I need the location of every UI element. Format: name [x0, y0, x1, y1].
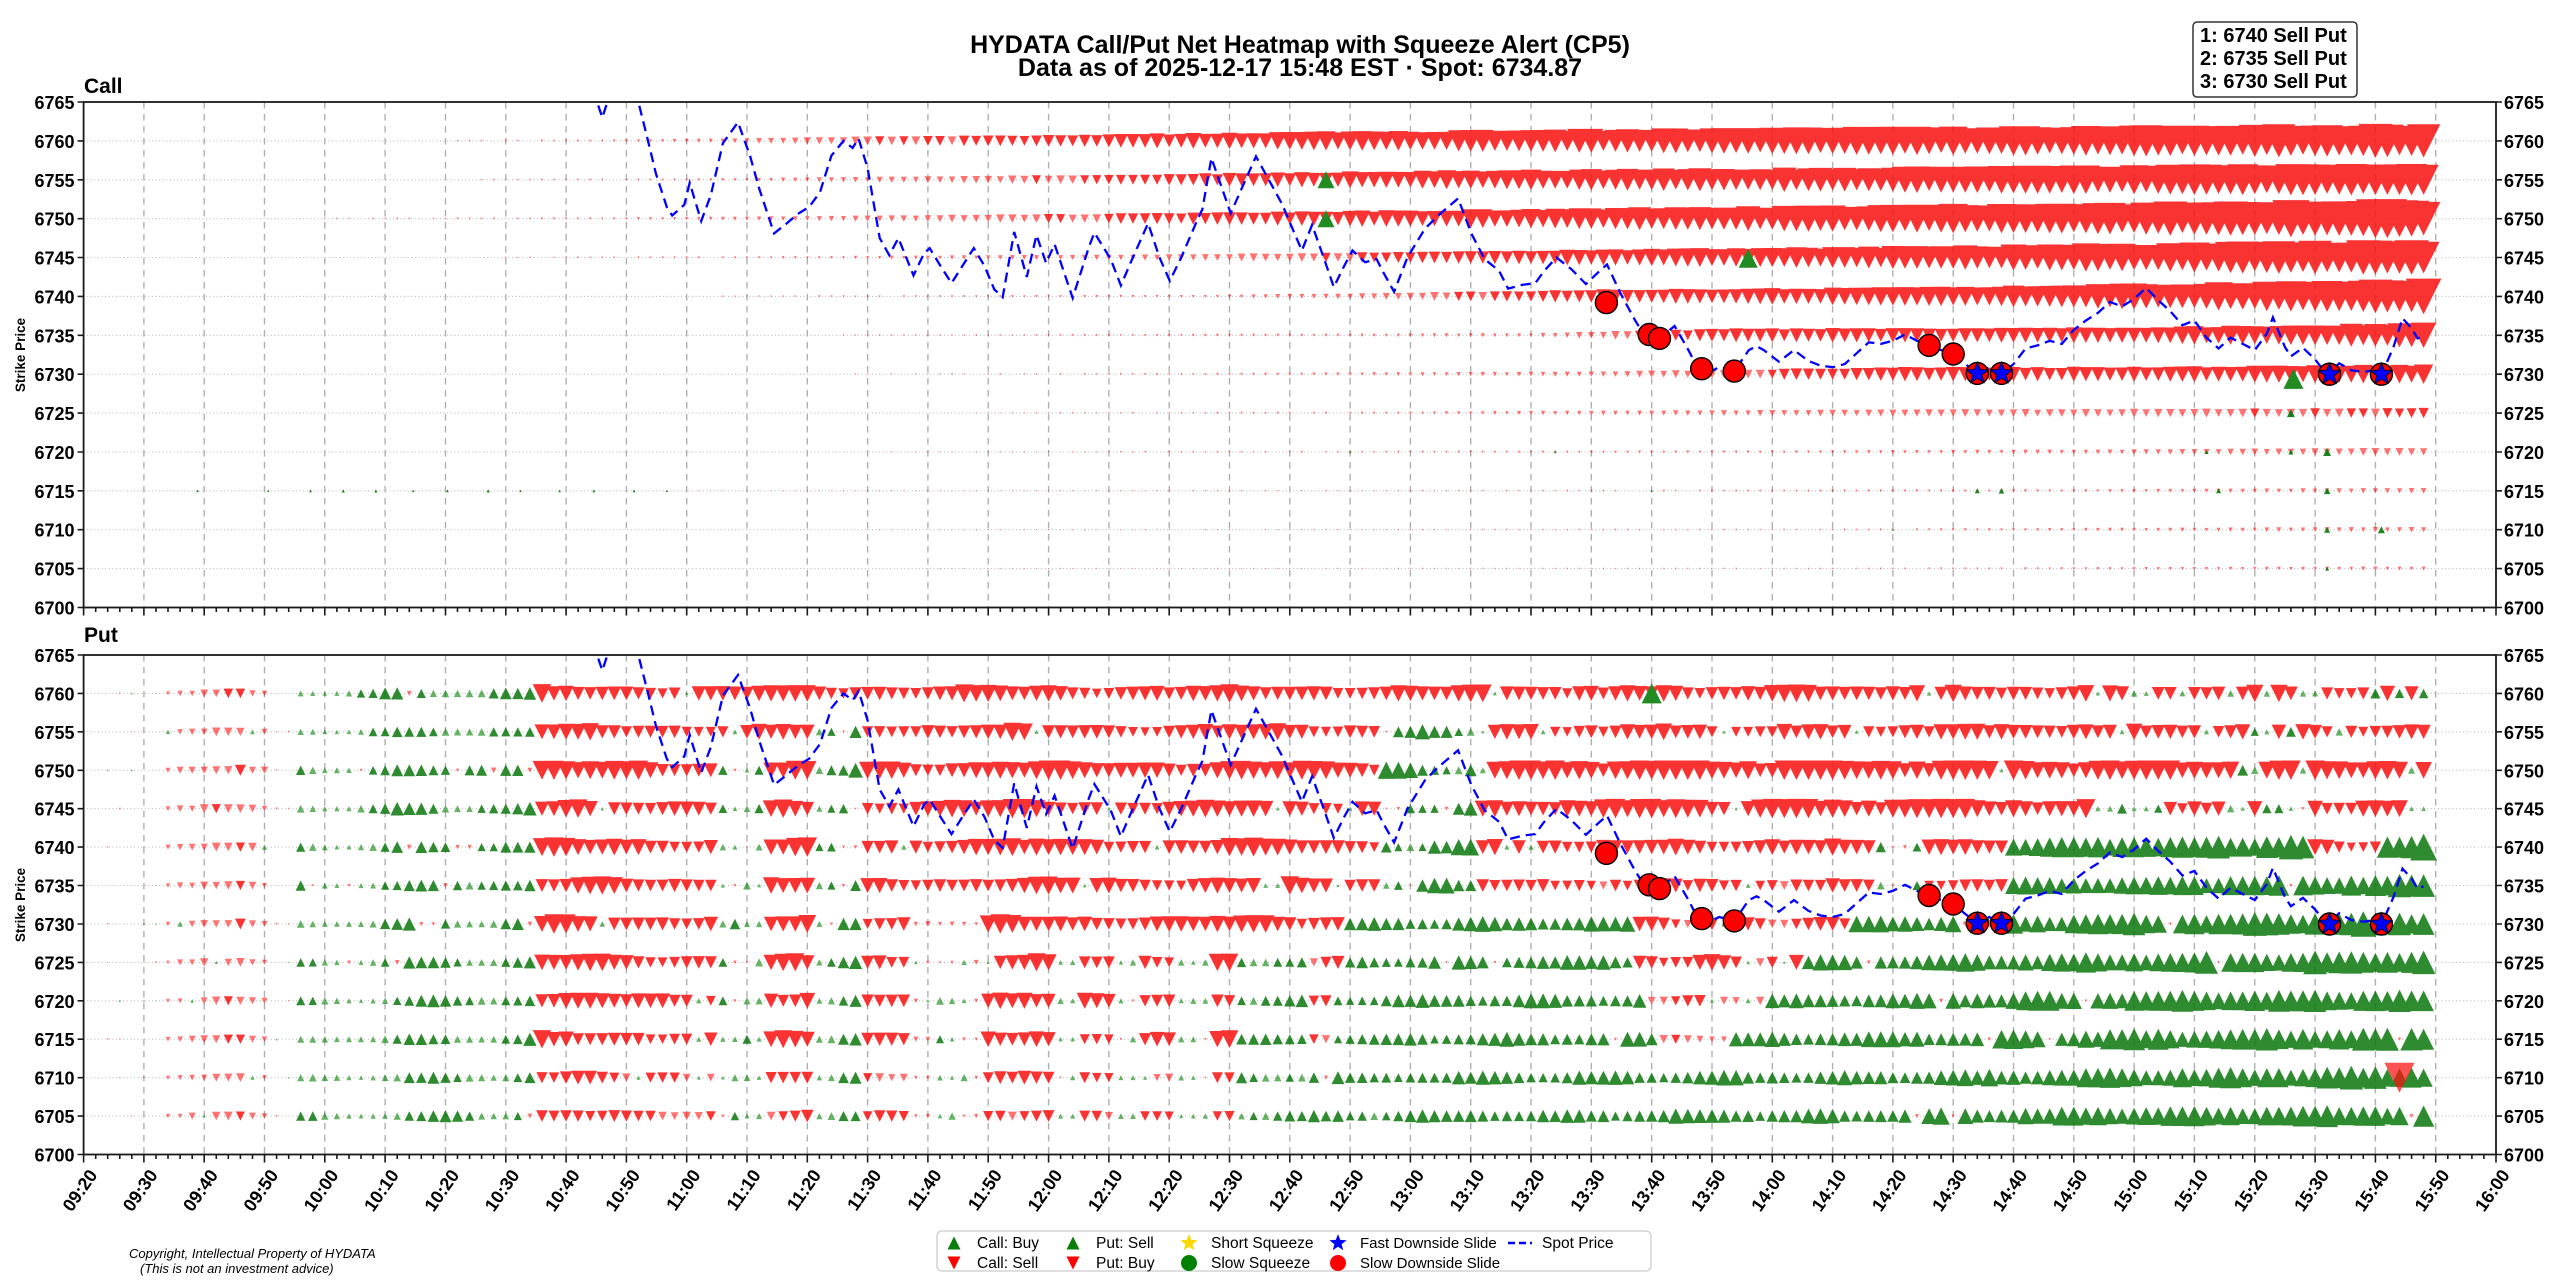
svg-text:6720: 6720: [2504, 443, 2544, 463]
svg-text:6730: 6730: [2504, 915, 2544, 935]
svg-text:6745: 6745: [2504, 800, 2544, 820]
svg-text:6765: 6765: [34, 646, 74, 666]
svg-text:6720: 6720: [34, 443, 74, 463]
svg-text:6715: 6715: [2504, 1030, 2544, 1050]
svg-text:6720: 6720: [34, 992, 74, 1012]
svg-text:6715: 6715: [34, 1030, 74, 1050]
svg-text:Copyright, Intellectual Proper: Copyright, Intellectual Property of HYDA…: [129, 1246, 376, 1261]
svg-text:(This is not an investment adv: (This is not an investment advice): [140, 1261, 334, 1276]
svg-text:6700: 6700: [34, 599, 74, 619]
svg-text:Call: Sell: Call: Sell: [977, 1255, 1038, 1272]
svg-text:Strike Price: Strike Price: [13, 317, 28, 392]
svg-text:6755: 6755: [2504, 723, 2544, 743]
svg-text:Call: Buy: Call: Buy: [977, 1235, 1039, 1252]
svg-text:Fast Downside Slide: Fast Downside Slide: [1360, 1235, 1497, 1252]
svg-text:Short Squeeze: Short Squeeze: [1211, 1235, 1314, 1252]
svg-text:6755: 6755: [34, 723, 74, 743]
svg-text:6735: 6735: [34, 326, 74, 346]
svg-text:6750: 6750: [34, 210, 74, 230]
svg-text:6730: 6730: [2504, 365, 2544, 385]
svg-text:6725: 6725: [2504, 404, 2544, 424]
svg-text:Spot Price: Spot Price: [1542, 1235, 1614, 1252]
svg-text:6745: 6745: [2504, 249, 2544, 269]
svg-text:Slow Downside Slide: Slow Downside Slide: [1360, 1255, 1500, 1272]
svg-text:6700: 6700: [34, 1146, 74, 1166]
svg-text:6760: 6760: [34, 684, 74, 704]
svg-text:6720: 6720: [2504, 992, 2544, 1012]
svg-text:6740: 6740: [34, 838, 74, 858]
svg-text:6710: 6710: [2504, 1069, 2544, 1089]
svg-text:6740: 6740: [2504, 287, 2544, 307]
svg-text:Call: Call: [84, 75, 123, 98]
svg-text:6710: 6710: [2504, 521, 2544, 541]
svg-text:6705: 6705: [2504, 560, 2544, 580]
svg-text:6760: 6760: [34, 132, 74, 152]
svg-text:6705: 6705: [2504, 1107, 2544, 1127]
svg-text:6725: 6725: [34, 953, 74, 973]
svg-text:6735: 6735: [2504, 326, 2544, 346]
svg-text:2: 6735 Sell Put: 2: 6735 Sell Put: [2200, 48, 2347, 70]
svg-text:6745: 6745: [34, 800, 74, 820]
svg-text:Slow Squeeze: Slow Squeeze: [1211, 1255, 1310, 1272]
svg-text:6705: 6705: [34, 560, 74, 580]
svg-text:3: 6730 Sell Put: 3: 6730 Sell Put: [2200, 71, 2347, 93]
svg-text:6765: 6765: [2504, 93, 2544, 113]
svg-text:Strike Price: Strike Price: [13, 867, 28, 942]
svg-text:6760: 6760: [2504, 132, 2544, 152]
svg-text:Put: Buy: Put: Buy: [1096, 1255, 1155, 1272]
svg-text:6700: 6700: [2504, 599, 2544, 619]
svg-text:6735: 6735: [34, 877, 74, 897]
svg-text:6755: 6755: [34, 171, 74, 191]
svg-text:6705: 6705: [34, 1107, 74, 1127]
svg-text:6735: 6735: [2504, 877, 2544, 897]
svg-text:6700: 6700: [2504, 1146, 2544, 1166]
svg-text:6750: 6750: [2504, 210, 2544, 230]
svg-text:Data as of 2025-12-17 15:48 ES: Data as of 2025-12-17 15:48 EST · Spot: …: [1018, 54, 1582, 82]
svg-text:6730: 6730: [34, 365, 74, 385]
svg-text:6740: 6740: [34, 287, 74, 307]
svg-text:Put: Sell: Put: Sell: [1096, 1235, 1154, 1252]
svg-text:6750: 6750: [2504, 761, 2544, 781]
svg-text:6760: 6760: [2504, 684, 2544, 704]
svg-text:6765: 6765: [2504, 646, 2544, 666]
svg-text:6745: 6745: [34, 249, 74, 269]
svg-text:6730: 6730: [34, 915, 74, 935]
svg-text:6740: 6740: [2504, 838, 2544, 858]
svg-text:6725: 6725: [34, 404, 74, 424]
svg-text:6725: 6725: [2504, 953, 2544, 973]
svg-text:6710: 6710: [34, 521, 74, 541]
svg-text:6715: 6715: [34, 482, 74, 502]
svg-text:Put: Put: [84, 624, 118, 647]
svg-text:6750: 6750: [34, 761, 74, 781]
svg-text:6710: 6710: [34, 1069, 74, 1089]
svg-text:6755: 6755: [2504, 171, 2544, 191]
svg-text:1: 6740 Sell Put: 1: 6740 Sell Put: [2200, 25, 2347, 47]
svg-text:6715: 6715: [2504, 482, 2544, 502]
svg-text:HYDATA Call/Put Net Heatmap wi: HYDATA Call/Put Net Heatmap with Squeeze…: [970, 31, 1630, 59]
svg-text:6765: 6765: [34, 93, 74, 113]
